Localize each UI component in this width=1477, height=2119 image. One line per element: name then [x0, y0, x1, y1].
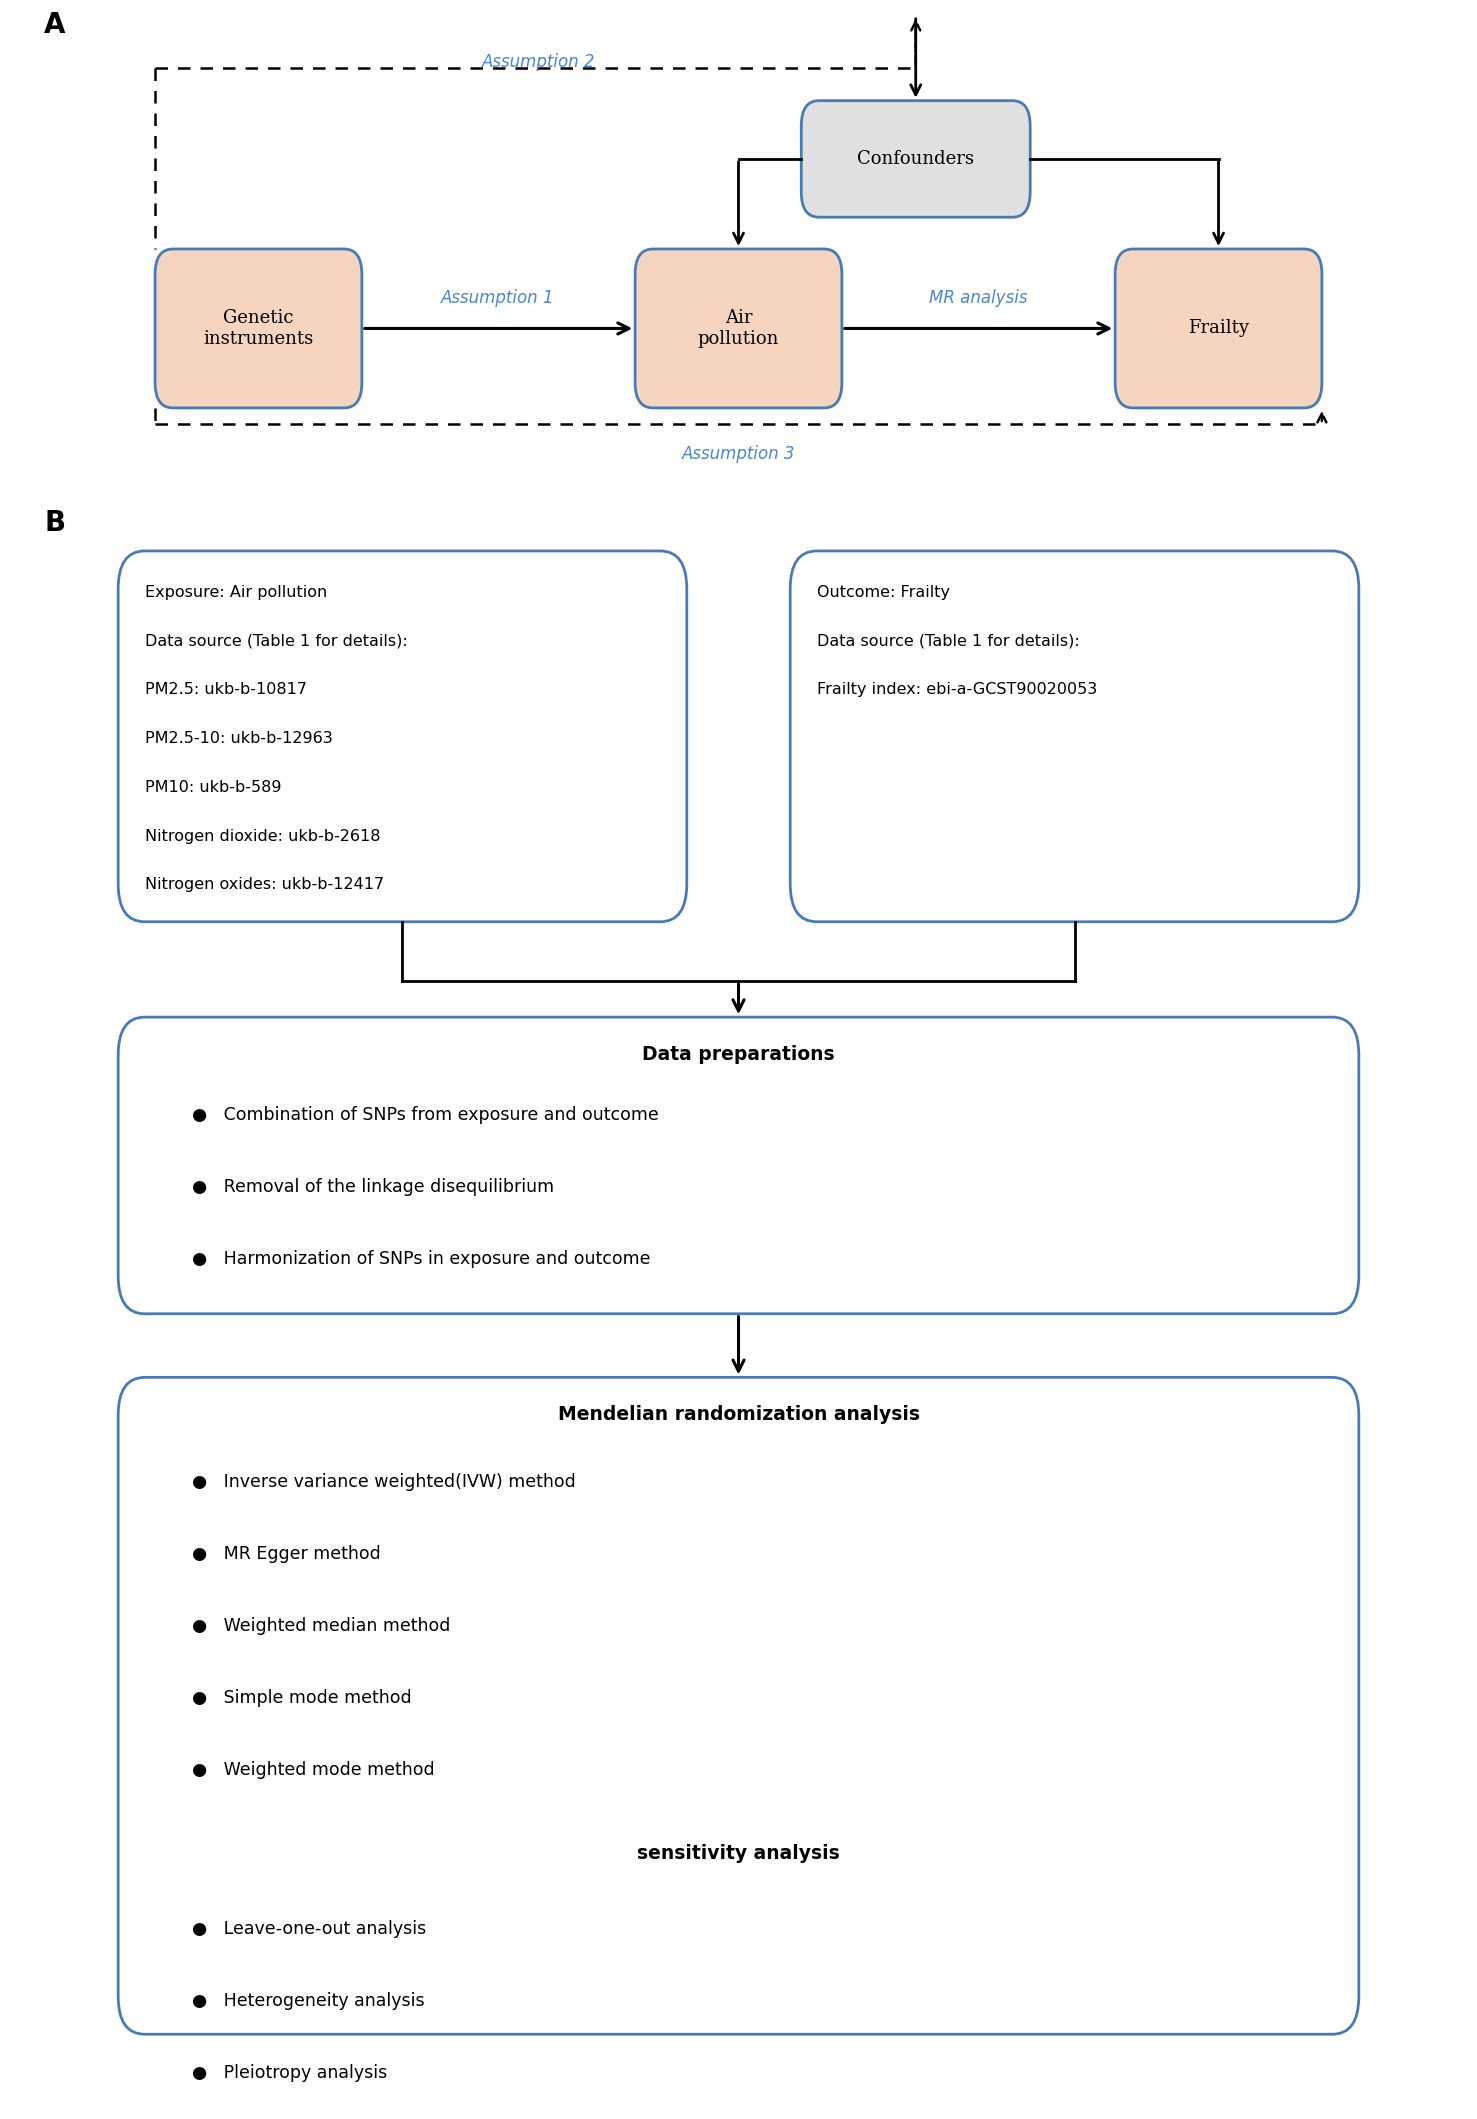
Text: Frailty index: ebi-a-GCST90020053: Frailty index: ebi-a-GCST90020053 — [817, 682, 1097, 697]
Text: Data source (Table 1 for details):: Data source (Table 1 for details): — [145, 634, 408, 648]
Text: Confounders: Confounders — [857, 150, 975, 167]
FancyBboxPatch shape — [790, 551, 1359, 922]
FancyBboxPatch shape — [1115, 250, 1322, 407]
Text: B: B — [44, 509, 65, 536]
Text: ●   Combination of SNPs from exposure and outcome: ● Combination of SNPs from exposure and … — [192, 1106, 659, 1123]
Text: Assumption 3: Assumption 3 — [682, 445, 795, 462]
Text: MR analysis: MR analysis — [929, 290, 1027, 307]
Text: Data preparations: Data preparations — [642, 1045, 835, 1064]
Text: Frailty: Frailty — [1188, 320, 1250, 337]
Text: Air
pollution: Air pollution — [697, 309, 780, 348]
Text: Genetic
instruments: Genetic instruments — [204, 309, 313, 348]
FancyBboxPatch shape — [118, 1017, 1359, 1314]
Text: Assumption 1: Assumption 1 — [442, 290, 554, 307]
Text: sensitivity analysis: sensitivity analysis — [637, 1844, 840, 1863]
FancyBboxPatch shape — [635, 250, 842, 407]
Text: ●   Inverse variance weighted(IVW) method: ● Inverse variance weighted(IVW) method — [192, 1473, 576, 1490]
Text: ●   Pleiotropy analysis: ● Pleiotropy analysis — [192, 2064, 387, 2081]
Text: PM2.5-10: ukb-b-12963: PM2.5-10: ukb-b-12963 — [145, 731, 332, 746]
Text: ●   Removal of the linkage disequilibrium: ● Removal of the linkage disequilibrium — [192, 1178, 554, 1195]
FancyBboxPatch shape — [155, 250, 362, 407]
Text: ●   Leave-one-out analysis: ● Leave-one-out analysis — [192, 1920, 427, 1937]
Text: Assumption 2: Assumption 2 — [483, 53, 595, 70]
Text: ●   Weighted median method: ● Weighted median method — [192, 1617, 450, 1634]
Text: ●   Harmonization of SNPs in exposure and outcome: ● Harmonization of SNPs in exposure and … — [192, 1250, 650, 1267]
Text: Exposure: Air pollution: Exposure: Air pollution — [145, 585, 326, 600]
Text: ●   MR Egger method: ● MR Egger method — [192, 1545, 381, 1562]
Text: PM10: ukb-b-589: PM10: ukb-b-589 — [145, 780, 281, 795]
Text: Mendelian randomization analysis: Mendelian randomization analysis — [557, 1405, 920, 1424]
FancyBboxPatch shape — [118, 551, 687, 922]
FancyBboxPatch shape — [118, 1377, 1359, 2034]
Text: Data source (Table 1 for details):: Data source (Table 1 for details): — [817, 634, 1080, 648]
Text: Nitrogen dioxide: ukb-b-2618: Nitrogen dioxide: ukb-b-2618 — [145, 829, 380, 843]
Text: PM2.5: ukb-b-10817: PM2.5: ukb-b-10817 — [145, 682, 307, 697]
Text: ●   Weighted mode method: ● Weighted mode method — [192, 1761, 434, 1778]
FancyBboxPatch shape — [801, 100, 1031, 216]
Text: A: A — [44, 11, 66, 38]
Text: Nitrogen oxides: ukb-b-12417: Nitrogen oxides: ukb-b-12417 — [145, 877, 384, 892]
Text: Outcome: Frailty: Outcome: Frailty — [817, 585, 950, 600]
Text: ●   Heterogeneity analysis: ● Heterogeneity analysis — [192, 1992, 424, 2009]
Text: ●   Simple mode method: ● Simple mode method — [192, 1689, 412, 1706]
